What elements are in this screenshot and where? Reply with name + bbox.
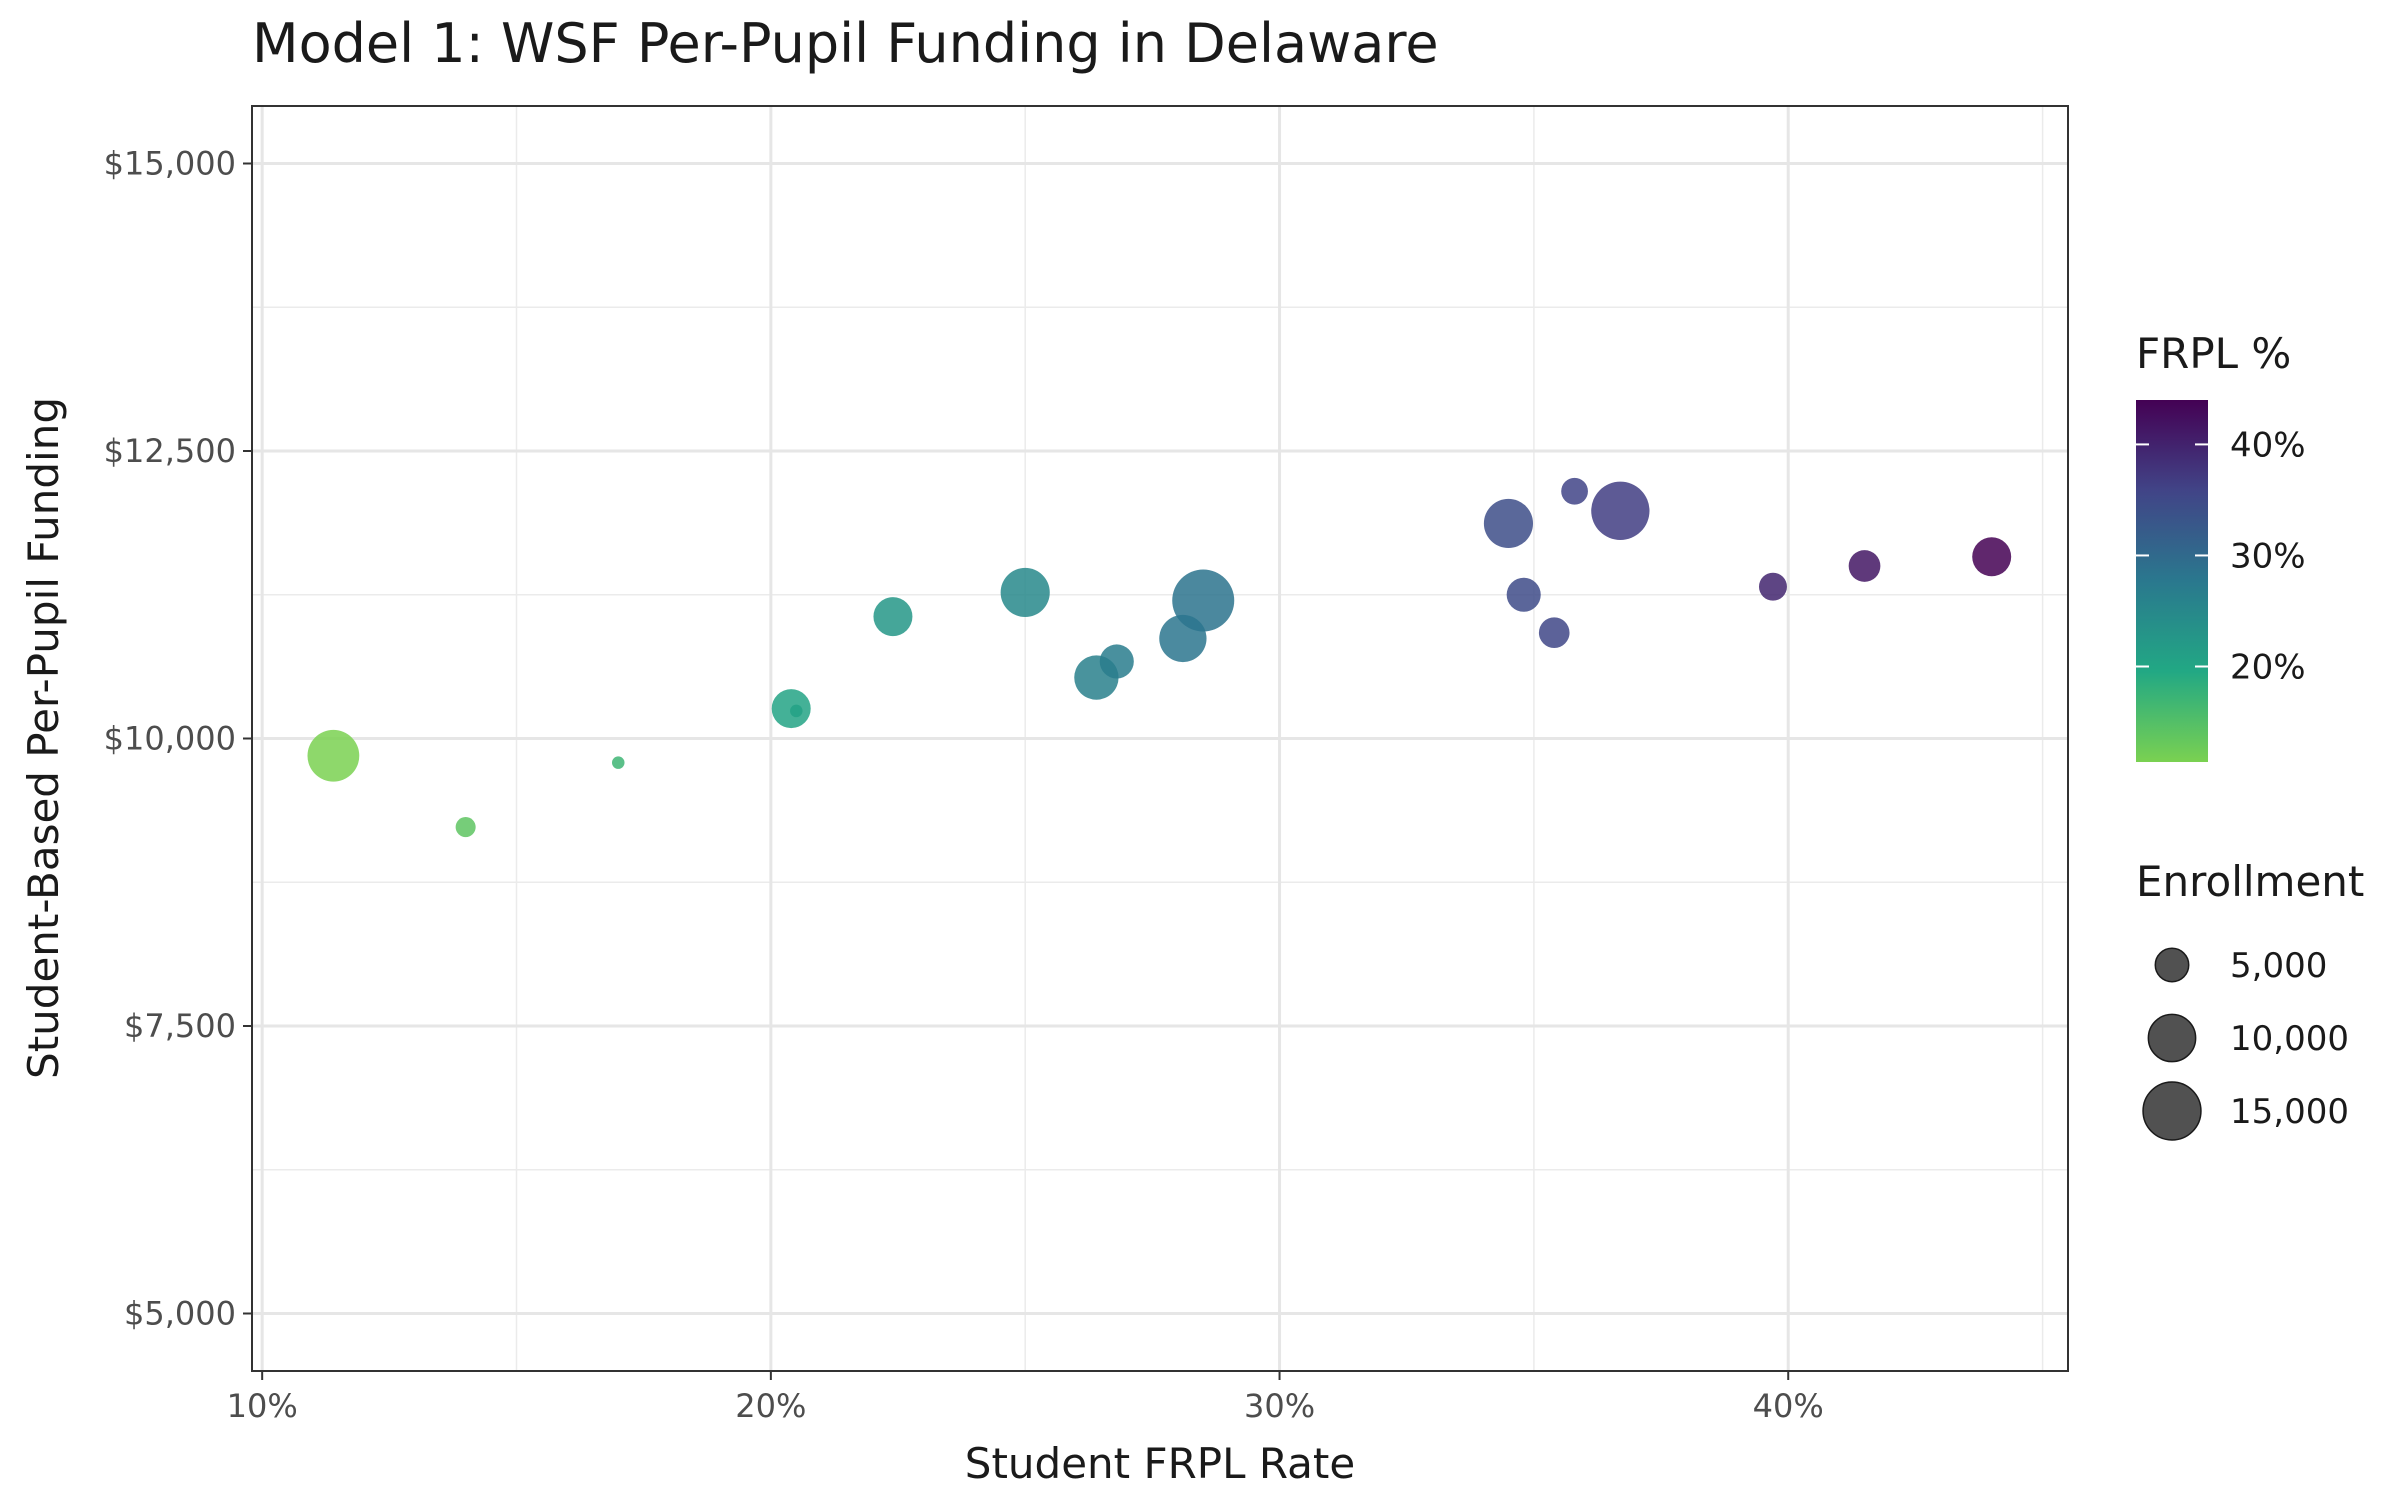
size-legend-key: [2147, 1013, 2197, 1063]
data-point: [1483, 498, 1534, 549]
color-legend-title: FRPL %: [2136, 329, 2291, 378]
x-tick-label: 20%: [735, 1387, 806, 1425]
y-tick-label: $10,000: [104, 720, 236, 758]
size-legend-title: Enrollment: [2136, 857, 2364, 906]
colorbar-label: 20%: [2230, 648, 2306, 688]
y-axis: $5,000 $7,500 $10,000 $12,500 $15,000: [104, 145, 252, 1333]
y-tick-label: $15,000: [104, 145, 236, 183]
data-point: [611, 756, 625, 769]
data-point: [1561, 477, 1588, 505]
data-point: [790, 704, 803, 718]
size-legend-label: 5,000: [2230, 946, 2327, 986]
data-point: [455, 817, 476, 838]
y-tick-label: $7,500: [124, 1007, 236, 1045]
x-axis: 10% 20% 30% 40%: [227, 1371, 1824, 1425]
data-point: [1159, 614, 1207, 663]
major-gridlines: [252, 106, 2068, 1371]
size-legend-key: [2154, 947, 2190, 983]
x-axis-title: Student FRPL Rate: [965, 1439, 1355, 1488]
data-points: [307, 477, 2012, 838]
size-legend-key: [2142, 1081, 2202, 1141]
x-tick-label: 10%: [227, 1387, 298, 1425]
size-legend-label: 10,000: [2230, 1019, 2349, 1059]
plot-panel: [251, 105, 2069, 1372]
color-legend: FRPL % 20% 30% 40%: [2136, 329, 2306, 762]
y-axis-title: Student-Based Per-Pupil Funding: [19, 397, 68, 1079]
size-legend: Enrollment 5,000 10,000 15,000: [2136, 857, 2364, 1141]
data-point: [1538, 617, 1570, 649]
data-point: [1591, 481, 1650, 540]
size-legend-keys: 5,000 10,000 15,000: [2142, 946, 2349, 1141]
data-point: [873, 597, 913, 637]
y-tick-label: $5,000: [124, 1295, 236, 1333]
data-point: [307, 729, 360, 782]
data-point: [1758, 572, 1787, 601]
data-point: [1506, 577, 1541, 612]
x-tick-label: 30%: [1244, 1387, 1315, 1425]
colorbar-ticks: 20% 30% 40%: [2136, 425, 2306, 688]
data-point: [1972, 537, 2012, 577]
data-point: [1848, 550, 1881, 582]
size-legend-label: 15,000: [2230, 1092, 2349, 1132]
data-point: [1099, 644, 1134, 679]
colorbar-label: 30%: [2230, 536, 2306, 576]
data-point: [1000, 567, 1050, 618]
y-tick-label: $12,500: [104, 432, 236, 470]
chart-title: Model 1: WSF Per-Pupil Funding in Delawa…: [252, 12, 1439, 75]
colorbar-label: 40%: [2230, 425, 2306, 465]
colorbar: [2136, 400, 2208, 762]
x-tick-label: 40%: [1753, 1387, 1824, 1425]
